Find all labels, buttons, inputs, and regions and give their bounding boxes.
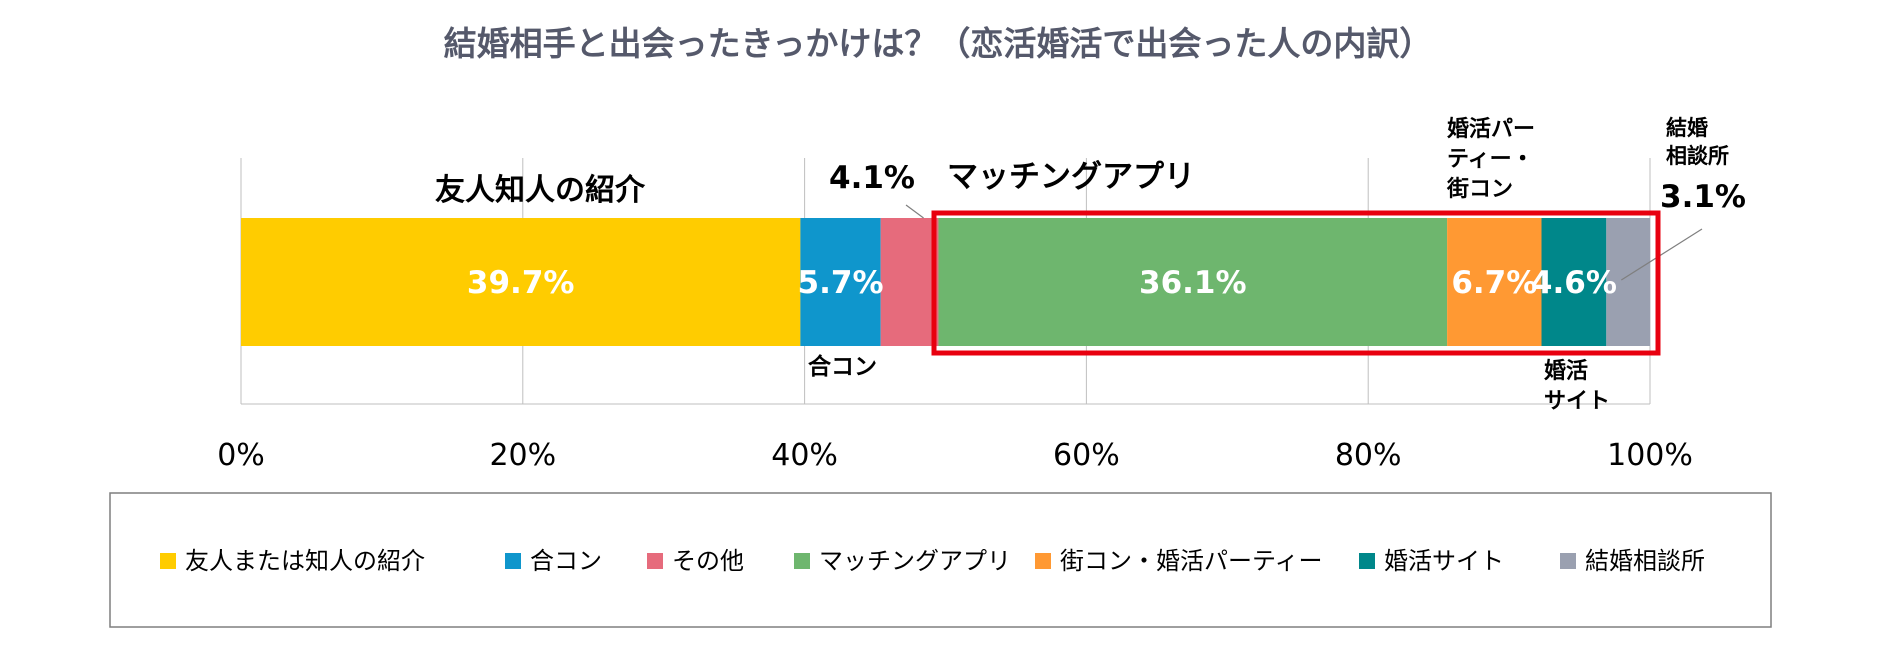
- legend-swatch: [1035, 553, 1051, 569]
- x-tick-label: 80%: [1335, 438, 1402, 473]
- bar-segment: [1606, 218, 1650, 346]
- bar-segment: [1447, 218, 1542, 346]
- data-label: 6.7%: [1451, 265, 1537, 301]
- legend-swatch: [647, 553, 663, 569]
- leader-line: [1621, 228, 1703, 281]
- bar-segment: [800, 218, 881, 346]
- annotation-party-line: 婚活パー: [1447, 116, 1535, 142]
- legend-swatch: [1359, 553, 1375, 569]
- data-label: 39.7%: [467, 265, 575, 301]
- data-label: 5.7%: [798, 265, 884, 301]
- annotation-agency-value: 3.1%: [1660, 179, 1746, 215]
- highlight-box: [931, 210, 1661, 356]
- legend-swatch: [505, 553, 521, 569]
- bar-segment: [880, 218, 939, 346]
- legend-swatch: [160, 553, 176, 569]
- legend-item-label: 合コン: [530, 547, 602, 575]
- legend-swatch: [794, 553, 810, 569]
- chart-title: 結婚相手と出会ったきっかけは？（恋活婚活で出会った人の内訳）: [444, 24, 1433, 63]
- legend-item-label: 婚活サイト: [1384, 547, 1504, 575]
- legend: 友人または知人の紹介 合コン その他 マッチングアプリ 街コン・婚活パーティー 婚活サイト…: [109, 492, 1772, 628]
- annotation-party-line: ティー・: [1447, 147, 1534, 172]
- annotation-site-line: 婚活: [1544, 358, 1588, 384]
- legend-frame: [109, 492, 1772, 628]
- data-label: 36.1%: [1139, 265, 1247, 301]
- bar-segment: [938, 218, 1448, 346]
- x-tick-label: 100%: [1607, 438, 1693, 473]
- leader-line: [905, 204, 924, 219]
- x-tick-label: 60%: [1053, 438, 1120, 473]
- annotation-friends: 友人知人の紹介: [435, 173, 646, 208]
- annotation-goukon: 合コン: [808, 353, 877, 380]
- x-tick-label: 0%: [217, 438, 265, 473]
- annotation-site-line: サイト: [1544, 389, 1610, 414]
- annotation-matching-app: マッチングアプリ: [947, 159, 1195, 195]
- x-tick-label: 40%: [771, 438, 838, 473]
- stacked-bar: 39.7% 5.7% 36.1% 6.7%4.6%: [241, 218, 1650, 346]
- data-label: 4.6%: [1531, 265, 1617, 301]
- legend-item-label: 友人または知人の紹介: [185, 547, 425, 575]
- annotation-agency-line: 相談所: [1666, 144, 1729, 168]
- bar-segment: [1541, 218, 1607, 346]
- x-axis: 0% 20% 40% 60% 80% 100%: [217, 438, 1693, 473]
- legend-item-label: 街コン・婚活パーティー: [1060, 547, 1323, 575]
- legend-swatch: [1560, 553, 1576, 569]
- bar-segment: [241, 218, 801, 346]
- x-tick-label: 20%: [489, 438, 556, 473]
- annotation-agency-line: 結婚: [1666, 116, 1708, 140]
- legend-item-label: 結婚相談所: [1585, 547, 1705, 575]
- annotation-other-value: 4.1%: [829, 160, 915, 196]
- legend-item-label: マッチングアプリ: [819, 547, 1011, 575]
- annotation-party-line: 街コン: [1446, 176, 1513, 202]
- legend-item-label: その他: [672, 547, 744, 575]
